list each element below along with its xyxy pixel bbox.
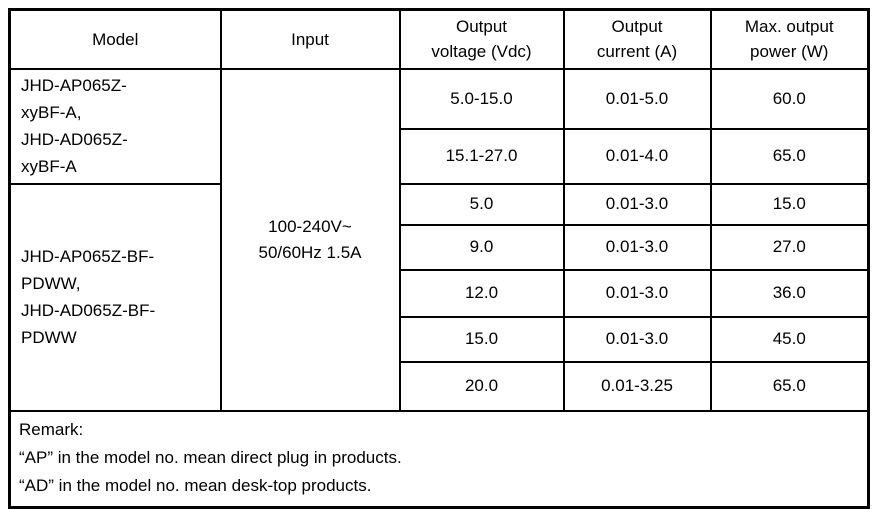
max-power-cell: 36.0: [709, 268, 870, 318]
output-current-cell: 0.01-3.25: [562, 360, 712, 412]
input-cell: 100-240V~ 50/60Hz 1.5A: [219, 67, 401, 412]
remark-line-ad: “AD” in the model no. mean desk-top prod…: [19, 475, 372, 495]
max-power-cell: 65.0: [709, 360, 870, 412]
output-voltage-cell: 12.0: [398, 268, 565, 318]
power-supply-spec-table: Model Input Output voltage (Vdc) Output …: [8, 8, 870, 509]
max-power-cell: 65.0: [709, 127, 870, 185]
table-row-7: 20.0 0.01-3.25 65.0: [10, 360, 870, 412]
output-current-cell: 0.01-3.0: [562, 315, 712, 363]
remark-row: Remark: “AP” in the model no. mean direc…: [8, 409, 870, 508]
remark-title: Remark:: [19, 419, 84, 439]
output-voltage-cell: 15.0: [398, 315, 565, 363]
table-row-6: 15.0 0.01-3.0 45.0: [10, 315, 870, 363]
max-power-cell: 15.0: [709, 182, 870, 226]
max-power-cell: 27.0: [709, 223, 870, 271]
output-current-cell: 0.01-5.0: [562, 67, 712, 130]
output-current-cell: 0.01-3.0: [562, 182, 712, 226]
output-voltage-cell: 15.1-27.0: [398, 127, 565, 185]
max-power-cell: 45.0: [709, 315, 870, 363]
table-row-2: 15.1-27.0 0.01-4.0 65.0: [10, 127, 870, 185]
header-input: Input: [219, 8, 401, 70]
output-current-cell: 0.01-3.0: [562, 223, 712, 271]
table-row-4: 9.0 0.01-3.0 27.0: [10, 223, 870, 271]
header-output-current: Output current (A): [562, 8, 712, 70]
table-row-1: JHD-AP065Z- xyBF-A, JHD-AD065Z- xyBF-A 1…: [8, 67, 870, 412]
output-current-cell: 0.01-3.0: [562, 268, 712, 318]
output-voltage-cell: 9.0: [398, 223, 565, 271]
table-row-3: JHD-AP065Z-BF- PDWW, JHD-AD065Z-BF- PDWW…: [8, 182, 870, 412]
header-max-output-power: Max. output power (W): [709, 8, 870, 70]
table-row-5: 12.0 0.01-3.0 36.0: [10, 268, 870, 318]
max-power-cell: 60.0: [709, 67, 870, 130]
output-voltage-cell: 20.0: [398, 360, 565, 412]
remark-line-ap: “AP” in the model no. mean direct plug i…: [19, 447, 402, 467]
output-current-cell: 0.01-4.0: [562, 127, 712, 185]
header-model: Model: [8, 8, 222, 70]
model-cell-group-2: JHD-AP065Z-BF- PDWW, JHD-AD065Z-BF- PDWW: [8, 182, 222, 412]
output-voltage-cell: 5.0: [398, 182, 565, 226]
remark-cell: Remark: “AP” in the model no. mean direc…: [8, 409, 870, 508]
header-row: Model Input Output voltage (Vdc) Output …: [8, 8, 870, 70]
header-output-voltage: Output voltage (Vdc): [398, 8, 565, 70]
model-cell-group-1: JHD-AP065Z- xyBF-A, JHD-AD065Z- xyBF-A: [8, 67, 222, 185]
output-voltage-cell: 5.0-15.0: [398, 67, 565, 130]
